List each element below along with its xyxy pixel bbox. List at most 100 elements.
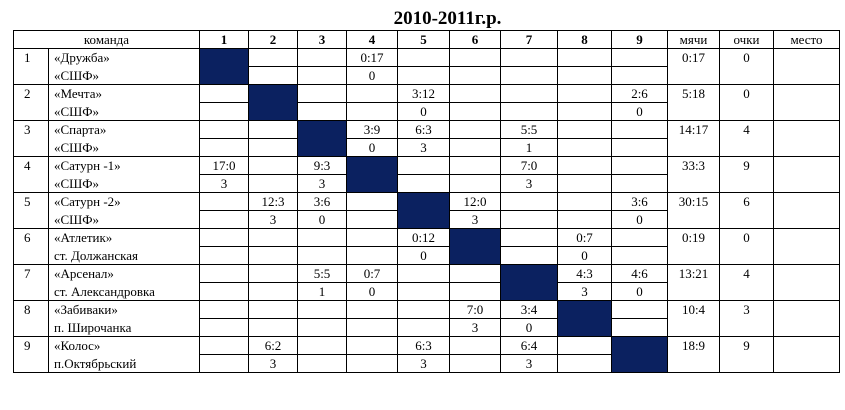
score-cell: [297, 48, 347, 67]
match-points-cell: [346, 210, 398, 229]
score-cell: [248, 228, 298, 247]
diagonal-cell: [199, 48, 249, 85]
score-cell: [297, 84, 347, 103]
match-points-cell: [297, 66, 347, 85]
header-col-4: 4: [346, 30, 398, 49]
match-points-cell: [500, 102, 558, 121]
score-cell: 3:9: [346, 120, 398, 139]
match-points-cell: [611, 318, 668, 337]
diagonal-cell: [500, 264, 558, 301]
score-cell: [397, 264, 450, 283]
match-points-cell: [297, 318, 347, 337]
header-team: команда: [13, 30, 200, 49]
score-cell: [199, 300, 249, 319]
row-index: 2: [13, 84, 49, 121]
diagonal-cell: [449, 228, 501, 265]
table-row: 5 «Сатурн -2» 12:3 3:6 12:0 3:6 30:15 6: [13, 192, 840, 229]
team-name: «Сатурн -1»: [48, 156, 200, 175]
score-cell: [557, 156, 612, 175]
score-cell: [248, 120, 298, 139]
header-col-6: 6: [449, 30, 501, 49]
diagonal-cell: [397, 192, 450, 229]
place-cell: [773, 156, 840, 193]
match-points-cell: [397, 174, 450, 193]
match-points-cell: [248, 318, 298, 337]
score-cell: [397, 300, 450, 319]
score-cell: [346, 300, 398, 319]
score-cell: [500, 48, 558, 67]
score-cell: [199, 84, 249, 103]
team-name: «Колос»: [48, 336, 200, 355]
team-name: «Атлетик»: [48, 228, 200, 247]
score-cell: 6:3: [397, 336, 450, 355]
match-points-cell: [449, 282, 501, 301]
match-points-cell: [611, 138, 668, 157]
match-points-cell: [557, 66, 612, 85]
score-cell: [500, 192, 558, 211]
points-total: 6: [719, 192, 774, 229]
score-cell: 12:0: [449, 192, 501, 211]
match-points-cell: [346, 246, 398, 265]
score-cell: 3:6: [611, 192, 668, 211]
header-col-2: 2: [248, 30, 298, 49]
goals-total: 33:3: [667, 156, 720, 193]
score-cell: [557, 84, 612, 103]
diagonal-cell: [557, 300, 612, 337]
score-cell: 7:0: [500, 156, 558, 175]
score-cell: 7:0: [449, 300, 501, 319]
table-row: 1 «Дружба» 0:17 0:17 0: [13, 48, 840, 85]
match-points-cell: [199, 246, 249, 265]
team-location: «СШФ»: [48, 66, 200, 85]
place-cell: [773, 192, 840, 229]
table-row: 3 «Спарта» 3:9 6:3 5:5 14:17 4: [13, 120, 840, 157]
diagonal-cell: [611, 336, 668, 373]
table-row: 4 «Сатурн -1» 17:0 9:3 7:0 33:3 9: [13, 156, 840, 193]
match-points-cell: 0: [611, 282, 668, 301]
score-cell: [557, 336, 612, 355]
score-cell: [346, 228, 398, 247]
match-points-cell: [297, 246, 347, 265]
match-points-cell: [346, 318, 398, 337]
score-cell: [611, 228, 668, 247]
points-total: 4: [719, 120, 774, 157]
match-points-cell: 3: [397, 354, 450, 373]
score-cell: [449, 156, 501, 175]
score-cell: 3:4: [500, 300, 558, 319]
header-col-9: 9: [611, 30, 668, 49]
goals-total: 13:21: [667, 264, 720, 301]
match-points-cell: [449, 174, 501, 193]
place-cell: [773, 300, 840, 337]
score-cell: 6:4: [500, 336, 558, 355]
score-cell: [611, 156, 668, 175]
score-cell: [297, 300, 347, 319]
score-cell: [248, 156, 298, 175]
score-cell: [449, 48, 501, 67]
match-points-cell: [248, 138, 298, 157]
score-cell: 0:12: [397, 228, 450, 247]
score-cell: 5:5: [297, 264, 347, 283]
score-cell: [297, 336, 347, 355]
row-index: 9: [13, 336, 49, 373]
match-points-cell: 3: [449, 318, 501, 337]
match-points-cell: [500, 66, 558, 85]
team-location: «СШФ»: [48, 138, 200, 157]
score-cell: [611, 120, 668, 139]
team-name: «Сатурн -2»: [48, 192, 200, 211]
header-col-5: 5: [397, 30, 450, 49]
match-points-cell: [397, 282, 450, 301]
table-row: 6 «Атлетик» 0:12 0:7 0:19 0: [13, 228, 840, 265]
score-cell: [199, 192, 249, 211]
header-col-8: 8: [557, 30, 612, 49]
match-points-cell: [449, 66, 501, 85]
match-points-cell: 0: [397, 102, 450, 121]
match-points-cell: [557, 102, 612, 121]
team-location: «СШФ»: [48, 210, 200, 229]
match-points-cell: [199, 102, 249, 121]
match-points-cell: 3: [557, 282, 612, 301]
match-points-cell: [449, 138, 501, 157]
score-cell: [449, 264, 501, 283]
table-row: 9 «Колос» 6:2 6:3 6:4 18:9 9: [13, 336, 840, 373]
score-cell: 3:6: [297, 192, 347, 211]
match-points-cell: 0: [346, 66, 398, 85]
row-index: 8: [13, 300, 49, 337]
